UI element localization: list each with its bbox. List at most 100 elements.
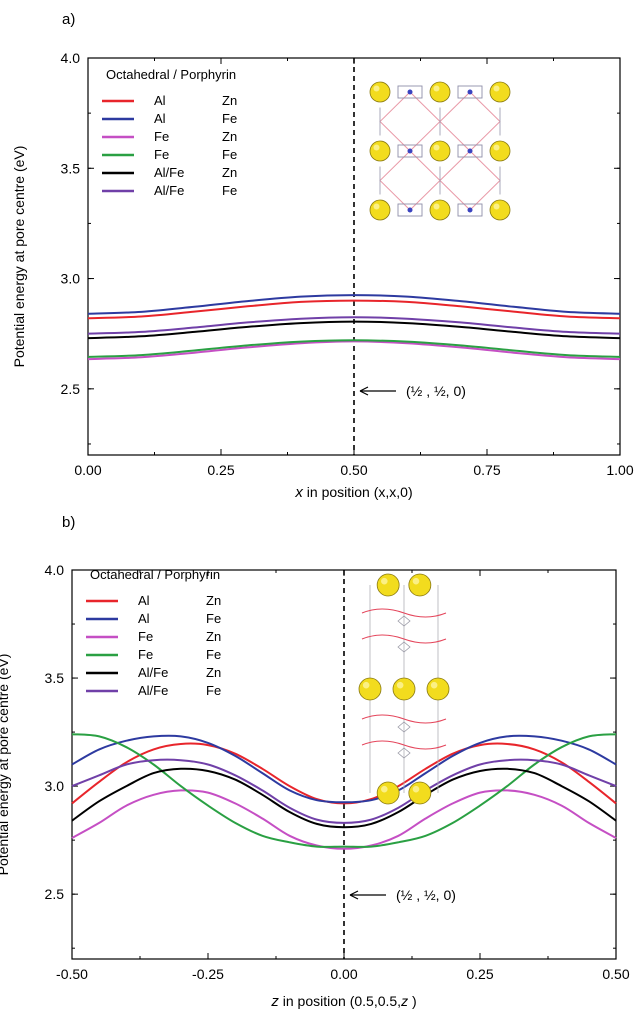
legend-porphyrin-0: Zn (206, 593, 221, 608)
legend-title: Octahedral / Porphyrin (106, 67, 236, 82)
y-tick-label: 2.5 (45, 886, 65, 902)
annotation-label: (½ , ½, 0) (406, 383, 466, 399)
metal-sphere (408, 573, 432, 597)
metal-sphere (376, 781, 400, 805)
porphyrin-unit (397, 747, 411, 759)
series-line-1 (71, 734, 617, 804)
x-tick-label: 0.25 (207, 462, 234, 478)
sphere-highlight (412, 785, 420, 793)
series-line-4 (87, 320, 621, 340)
legend-octahedral-1: Al (154, 111, 166, 126)
x-axis-label-var-inner: z (400, 993, 408, 1009)
metal-sphere (369, 81, 391, 103)
x-tick-label: 0.00 (74, 462, 101, 478)
x-axis-label-text: in position (x,x,0) (303, 484, 413, 500)
series-line-1 (87, 294, 621, 315)
x-tick-label: -0.50 (56, 966, 88, 982)
series-line-4 (71, 767, 617, 829)
sphere-highlight (430, 681, 438, 689)
metal-sphere (369, 199, 391, 221)
legend-porphyrin-2: Zn (222, 129, 237, 144)
sphere-highlight (433, 203, 440, 210)
sphere-highlight (373, 85, 380, 92)
sphere-highlight (412, 577, 420, 585)
legend-porphyrin-2: Zn (206, 629, 221, 644)
porphyrin-center (467, 148, 473, 154)
legend-octahedral-3: Fe (154, 147, 169, 162)
series-line-0 (71, 742, 617, 805)
porphyrin-unit (397, 641, 411, 653)
linker-wave (361, 740, 447, 750)
legend-octahedral-4: Al/Fe (138, 665, 168, 680)
legend-porphyrin-1: Fe (222, 111, 237, 126)
legend-porphyrin-5: Fe (206, 683, 221, 698)
metal-sphere (489, 81, 511, 103)
porphyrin-center (407, 207, 413, 213)
x-tick-label: 0.50 (340, 462, 367, 478)
y-axis-label: Potential energy at pore centre (eV) (0, 654, 11, 876)
legend-octahedral-5: Al/Fe (138, 683, 168, 698)
series-line-2 (87, 340, 621, 361)
legend-octahedral-5: Al/Fe (154, 183, 184, 198)
sphere-highlight (381, 785, 388, 793)
sphere-highlight (433, 85, 440, 92)
y-axis-label: Potential energy at pore centre (eV) (11, 146, 27, 368)
porphyrin-center (467, 89, 473, 95)
x-axis-label-text-end: ) (408, 993, 417, 1009)
legend-porphyrin-5: Fe (222, 183, 237, 198)
porphyrin-ring (457, 85, 483, 99)
metal-sphere (489, 199, 511, 221)
x-tick-label: 0.50 (602, 966, 629, 982)
x-axis-label-var: z (270, 993, 279, 1010)
porphyrin-unit (397, 615, 411, 627)
sphere-highlight (493, 85, 500, 92)
annotation-arrow-head (359, 386, 369, 396)
panel-label: a) (62, 11, 75, 28)
legend-porphyrin-3: Fe (206, 647, 221, 662)
porphyrin-center (407, 148, 413, 154)
porphyrin-ring (457, 203, 483, 217)
legend-octahedral-2: Fe (138, 629, 153, 644)
y-tick-label: 3.0 (61, 271, 81, 287)
series-line-3 (87, 339, 621, 358)
y-tick-label: 4.0 (45, 562, 65, 578)
porphyrin-ring (457, 144, 483, 158)
linker-wave (361, 634, 447, 644)
sphere-highlight (362, 681, 370, 689)
porphyrin-center (407, 89, 413, 95)
metal-sphere (426, 677, 450, 701)
sphere-highlight (381, 577, 388, 585)
metal-sphere (358, 677, 382, 701)
legend-porphyrin-0: Zn (222, 93, 237, 108)
porphyrin-center (467, 207, 473, 213)
legend-title: Octahedral / Porphyrin (90, 567, 220, 582)
sphere-highlight (373, 144, 380, 151)
legend-octahedral-0: Al (138, 593, 150, 608)
sphere-highlight (373, 203, 380, 210)
x-tick-label: 0.25 (466, 966, 493, 982)
metal-sphere (392, 677, 416, 701)
linker-bond (439, 150, 501, 211)
metal-sphere (489, 140, 511, 162)
x-axis-label-var: x (294, 484, 303, 501)
metal-sphere (429, 199, 451, 221)
porphyrin-ring (397, 85, 423, 99)
x-tick-label: 0.75 (473, 462, 500, 478)
x-axis-label: z in position (0.5,0.5,z ) (270, 993, 416, 1010)
metal-sphere (376, 573, 400, 597)
y-tick-label: 2.5 (61, 381, 81, 397)
x-axis-label-text: in position (0.5,0.5, (279, 993, 401, 1009)
legend-octahedral-4: Al/Fe (154, 165, 184, 180)
y-tick-label: 3.5 (61, 160, 81, 176)
porphyrin-unit (397, 721, 411, 733)
chart-panel-a: a) 2.5 3.0 3.5 4.0 0.00 0.25 0.50 0.75 1.00 Potent… (11, 11, 634, 501)
series-line-0 (87, 299, 621, 320)
x-tick-label: 0.00 (330, 966, 357, 982)
metal-sphere (429, 140, 451, 162)
x-tick-label: 1.00 (606, 462, 633, 478)
legend-octahedral-1: Al (138, 611, 150, 626)
porphyrin-ring (397, 203, 423, 217)
x-axis-label: x in position (x,x,0) (294, 484, 412, 501)
linker-bond (439, 91, 501, 152)
metal-sphere (408, 781, 432, 805)
